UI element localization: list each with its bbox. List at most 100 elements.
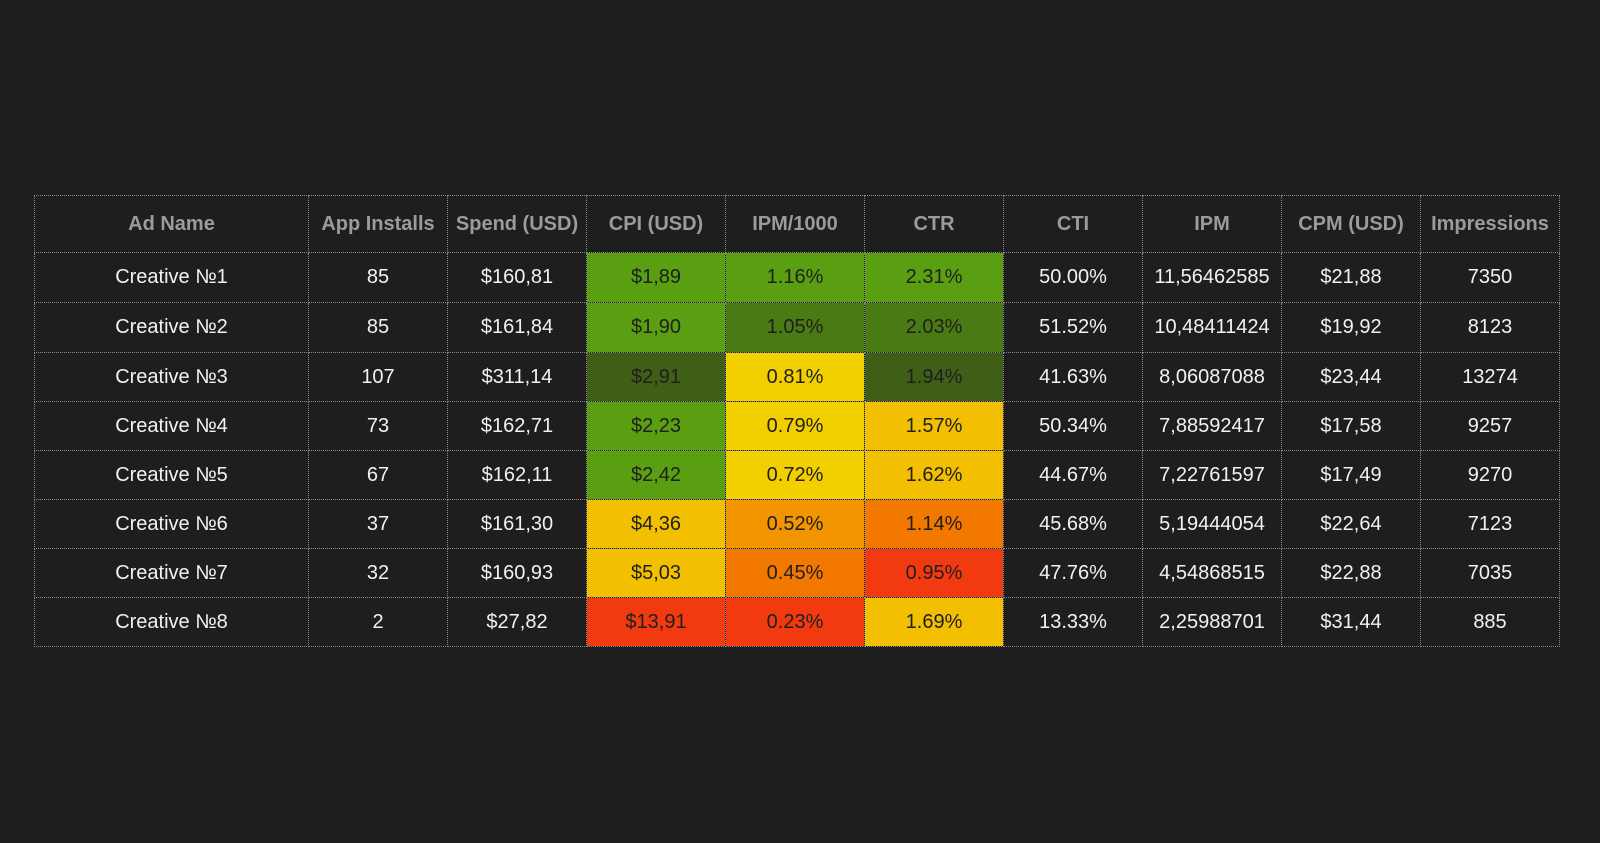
- cell-cpm: $17,58: [1281, 401, 1421, 451]
- cell-cpm: $23,44: [1281, 352, 1421, 402]
- cell-ipm: 10,48411424: [1142, 302, 1282, 353]
- cell-ipm-1000: 0.72%: [725, 450, 865, 500]
- cell-ipm: 7,22761597: [1142, 450, 1282, 500]
- cell-cpi: $1,90: [586, 302, 726, 353]
- table-row: Creative №2 85 $161,84 $1,90 1.05% 2.03%…: [34, 302, 1560, 353]
- cell-cpm: $19,92: [1281, 302, 1421, 353]
- cell-ipm: 7,88592417: [1142, 401, 1282, 451]
- cell-spend: $162,11: [447, 450, 587, 500]
- column-header-ipm-1000: IPM/1000: [725, 195, 865, 253]
- column-header-ipm: IPM: [1142, 195, 1282, 253]
- table-row: Creative №6 37 $161,30 $4,36 0.52% 1.14%…: [34, 499, 1560, 549]
- table-header-row: Ad Name App Installs Spend (USD) CPI (US…: [34, 195, 1560, 253]
- cell-ipm: 8,06087088: [1142, 352, 1282, 402]
- cell-app-installs: 85: [308, 302, 448, 353]
- cell-ipm: 4,54868515: [1142, 548, 1282, 598]
- cell-ipm: 5,19444054: [1142, 499, 1282, 549]
- cell-ipm: 11,56462585: [1142, 252, 1282, 303]
- cell-impressions: 9257: [1420, 401, 1560, 451]
- cell-ad-name: Creative №3: [34, 352, 309, 402]
- cell-impressions: 885: [1420, 597, 1560, 647]
- cell-cti: 13.33%: [1003, 597, 1143, 647]
- cell-cti: 44.67%: [1003, 450, 1143, 500]
- column-header-impressions: Impressions: [1420, 195, 1560, 253]
- cell-ctr: 1.62%: [864, 450, 1004, 500]
- table-row: Creative №3 107 $311,14 $2,91 0.81% 1.94…: [34, 352, 1560, 402]
- cell-ad-name: Creative №8: [34, 597, 309, 647]
- table-row: Creative №8 2 $27,82 $13,91 0.23% 1.69% …: [34, 597, 1560, 647]
- cell-app-installs: 32: [308, 548, 448, 598]
- cell-cpi: $5,03: [586, 548, 726, 598]
- table-row: Creative №5 67 $162,11 $2,42 0.72% 1.62%…: [34, 450, 1560, 500]
- cell-impressions: 7350: [1420, 252, 1560, 303]
- ad-creative-metrics-table: Ad Name App Installs Spend (USD) CPI (US…: [34, 195, 1560, 647]
- cell-cti: 50.34%: [1003, 401, 1143, 451]
- cell-cpi: $2,23: [586, 401, 726, 451]
- cell-app-installs: 37: [308, 499, 448, 549]
- cell-ad-name: Creative №4: [34, 401, 309, 451]
- column-header-cti: CTI: [1003, 195, 1143, 253]
- cell-cpi: $1,89: [586, 252, 726, 303]
- cell-cpm: $21,88: [1281, 252, 1421, 303]
- metrics-table-container: Ad Name App Installs Spend (USD) CPI (US…: [34, 195, 1560, 647]
- cell-cti: 45.68%: [1003, 499, 1143, 549]
- cell-ctr: 1.69%: [864, 597, 1004, 647]
- cell-impressions: 7035: [1420, 548, 1560, 598]
- cell-cpm: $17,49: [1281, 450, 1421, 500]
- cell-app-installs: 73: [308, 401, 448, 451]
- cell-ctr: 1.57%: [864, 401, 1004, 451]
- cell-spend: $160,93: [447, 548, 587, 598]
- table-row: Creative №4 73 $162,71 $2,23 0.79% 1.57%…: [34, 401, 1560, 451]
- cell-spend: $311,14: [447, 352, 587, 402]
- column-header-app-installs: App Installs: [308, 195, 448, 253]
- table-body: Creative №1 85 $160,81 $1,89 1.16% 2.31%…: [34, 252, 1560, 647]
- cell-ad-name: Creative №1: [34, 252, 309, 303]
- cell-ctr: 1.14%: [864, 499, 1004, 549]
- cell-ad-name: Creative №7: [34, 548, 309, 598]
- table-row: Creative №7 32 $160,93 $5,03 0.45% 0.95%…: [34, 548, 1560, 598]
- cell-ipm-1000: 0.81%: [725, 352, 865, 402]
- cell-ipm-1000: 0.52%: [725, 499, 865, 549]
- cell-ad-name: Creative №2: [34, 302, 309, 353]
- column-header-cpm: CPM (USD): [1281, 195, 1421, 253]
- cell-ad-name: Creative №5: [34, 450, 309, 500]
- cell-spend: $27,82: [447, 597, 587, 647]
- cell-cpm: $22,64: [1281, 499, 1421, 549]
- cell-cpi: $2,42: [586, 450, 726, 500]
- column-header-cpi: CPI (USD): [586, 195, 726, 253]
- cell-ipm-1000: 1.05%: [725, 302, 865, 353]
- cell-ipm-1000: 0.23%: [725, 597, 865, 647]
- cell-impressions: 8123: [1420, 302, 1560, 353]
- cell-impressions: 13274: [1420, 352, 1560, 402]
- cell-ctr: 2.03%: [864, 302, 1004, 353]
- cell-ad-name: Creative №6: [34, 499, 309, 549]
- cell-cpm: $22,88: [1281, 548, 1421, 598]
- cell-app-installs: 85: [308, 252, 448, 303]
- column-header-spend: Spend (USD): [447, 195, 587, 253]
- cell-ctr: 0.95%: [864, 548, 1004, 598]
- cell-cpi: $4,36: [586, 499, 726, 549]
- cell-cpi: $2,91: [586, 352, 726, 402]
- cell-ipm-1000: 0.45%: [725, 548, 865, 598]
- cell-app-installs: 107: [308, 352, 448, 402]
- cell-spend: $161,30: [447, 499, 587, 549]
- cell-spend: $161,84: [447, 302, 587, 353]
- cell-ipm: 2,25988701: [1142, 597, 1282, 647]
- cell-spend: $160,81: [447, 252, 587, 303]
- cell-ipm-1000: 0.79%: [725, 401, 865, 451]
- cell-cpm: $31,44: [1281, 597, 1421, 647]
- cell-cti: 50.00%: [1003, 252, 1143, 303]
- table-row: Creative №1 85 $160,81 $1,89 1.16% 2.31%…: [34, 252, 1560, 303]
- cell-spend: $162,71: [447, 401, 587, 451]
- cell-impressions: 9270: [1420, 450, 1560, 500]
- cell-cti: 47.76%: [1003, 548, 1143, 598]
- cell-cpi: $13,91: [586, 597, 726, 647]
- cell-ctr: 1.94%: [864, 352, 1004, 402]
- cell-impressions: 7123: [1420, 499, 1560, 549]
- column-header-ctr: CTR: [864, 195, 1004, 253]
- column-header-ad-name: Ad Name: [34, 195, 309, 253]
- cell-ipm-1000: 1.16%: [725, 252, 865, 303]
- cell-cti: 51.52%: [1003, 302, 1143, 353]
- cell-ctr: 2.31%: [864, 252, 1004, 303]
- cell-app-installs: 2: [308, 597, 448, 647]
